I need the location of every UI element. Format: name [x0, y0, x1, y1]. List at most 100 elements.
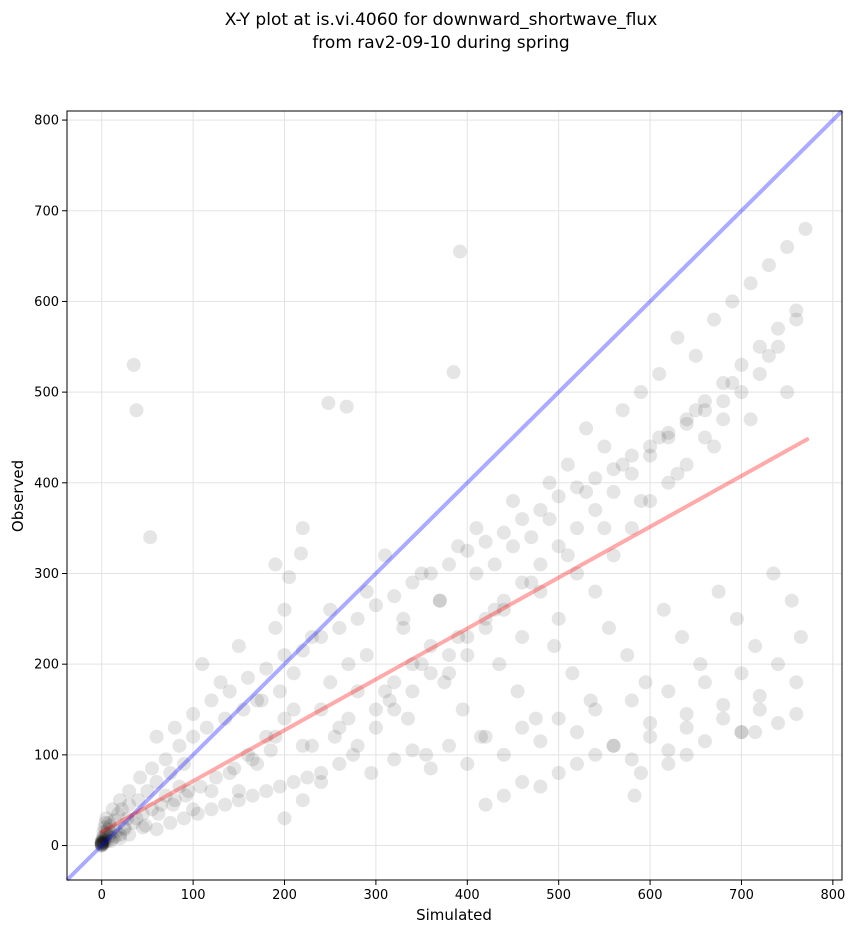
data-point — [286, 666, 301, 681]
data-point — [103, 834, 118, 849]
data-point — [167, 720, 182, 735]
data-point — [761, 348, 776, 363]
data-point — [231, 784, 246, 799]
identity-line — [65, 109, 844, 882]
data-point — [135, 806, 150, 821]
data-point — [166, 797, 181, 812]
data-point — [99, 811, 114, 826]
data-point — [167, 793, 182, 808]
data-point — [186, 802, 201, 817]
data-point — [734, 666, 749, 681]
data-point — [295, 643, 310, 658]
data-point — [601, 620, 616, 635]
data-point — [300, 770, 315, 785]
data-point — [780, 240, 795, 255]
data-point — [496, 788, 511, 803]
data-point — [606, 484, 621, 499]
data-point — [560, 457, 575, 472]
data-point — [268, 620, 283, 635]
data-point — [120, 811, 135, 826]
axis-ticks: 0 100 200 300 400 500 600 700 800 0 100 200 300 400 50… — [34, 114, 845, 903]
data-point — [176, 756, 191, 771]
data-point — [304, 629, 319, 644]
data-point — [97, 835, 112, 850]
data-point — [382, 693, 397, 708]
reference-lines — [65, 109, 844, 882]
data-point — [697, 734, 712, 749]
data-point — [624, 693, 639, 708]
data-point — [218, 797, 233, 812]
data-point — [652, 366, 667, 381]
data-point — [364, 765, 379, 780]
x-tick-label: 200 — [272, 888, 297, 903]
data-point — [533, 734, 548, 749]
data-point — [346, 747, 361, 762]
data-point — [579, 484, 594, 499]
data-point — [569, 566, 584, 581]
data-point — [405, 743, 420, 758]
data-point — [734, 725, 749, 740]
y-tick-label: 200 — [34, 658, 59, 673]
data-point — [97, 833, 112, 848]
data-point — [771, 657, 786, 672]
data-point — [551, 489, 566, 504]
data-point — [113, 831, 128, 846]
data-point — [780, 385, 795, 400]
data-point — [588, 747, 603, 762]
data-point — [675, 629, 690, 644]
data-point — [149, 775, 164, 790]
data-point — [743, 276, 758, 291]
data-point — [551, 711, 566, 726]
data-point — [314, 702, 329, 717]
data-point — [272, 684, 287, 699]
chart-title-line-2: from rav2-09-10 during spring — [312, 33, 569, 53]
data-point — [643, 729, 658, 744]
data-point — [259, 661, 274, 676]
data-point — [250, 756, 265, 771]
data-point — [98, 831, 113, 846]
data-point — [679, 416, 694, 431]
plot-area-frame — [66, 110, 843, 881]
data-point — [547, 639, 562, 654]
data-point — [387, 675, 402, 690]
data-point — [693, 657, 708, 672]
data-point — [442, 738, 457, 753]
data-point — [515, 720, 530, 735]
x-tick-label: 0 — [98, 888, 106, 903]
data-point — [542, 475, 557, 490]
data-point — [761, 258, 776, 273]
data-point — [113, 827, 128, 842]
data-point — [515, 775, 530, 790]
data-point — [515, 629, 530, 644]
data-point — [766, 566, 781, 581]
data-point — [748, 725, 763, 740]
data-point — [259, 784, 274, 799]
gridlines — [67, 111, 842, 880]
data-point — [542, 512, 557, 527]
data-point — [368, 702, 383, 717]
data-point — [102, 829, 117, 844]
y-tick-label: 400 — [34, 476, 59, 491]
data-point — [100, 834, 115, 849]
data-point — [186, 707, 201, 722]
data-point — [263, 743, 278, 758]
data-point — [771, 716, 786, 731]
data-point — [341, 657, 356, 672]
data-point — [533, 503, 548, 518]
data-point — [633, 493, 648, 508]
data-point — [94, 835, 109, 850]
data-point — [478, 611, 493, 626]
data-point — [432, 593, 447, 608]
x-tick-label: 300 — [363, 888, 388, 903]
data-point — [688, 403, 703, 418]
data-point — [231, 639, 246, 654]
data-point — [295, 793, 310, 808]
data-point — [158, 752, 173, 767]
regression-fit-line — [99, 437, 810, 834]
data-point — [707, 312, 722, 327]
data-point — [793, 629, 808, 644]
data-point — [140, 784, 155, 799]
data-point — [133, 770, 148, 785]
data-point — [451, 539, 466, 554]
